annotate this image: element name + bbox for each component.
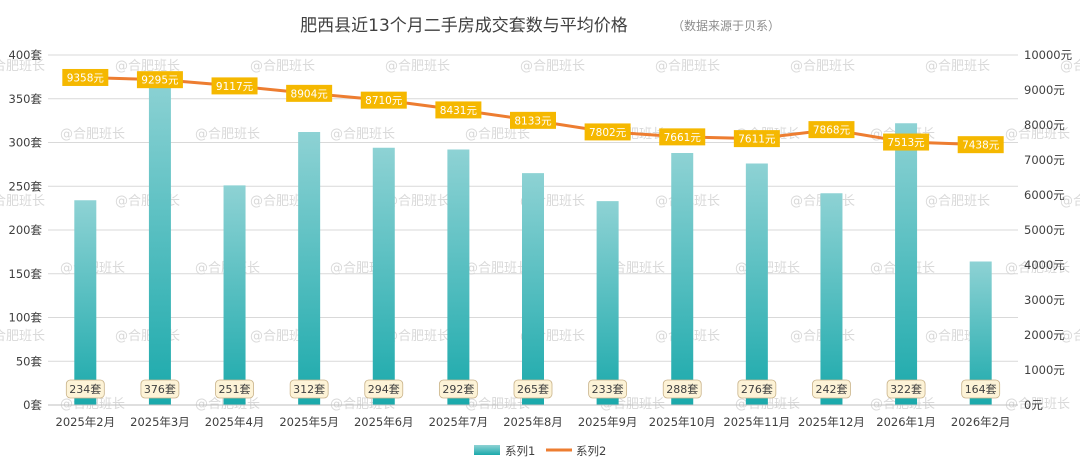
line-data-label: 8710元	[365, 95, 403, 107]
line-data-label: 7438元	[962, 140, 1000, 152]
x-tick-label: 2025年11月	[723, 415, 790, 429]
y-left-tick-label: 200套	[9, 223, 43, 237]
line-data-label: 8904元	[291, 88, 329, 100]
chart: @合肥班长 @合肥班长 @合肥班长 @合肥班长 @合肥班长 @合肥班长 @合肥班长 @合肥班长…	[0, 0, 1080, 472]
bar	[597, 201, 619, 405]
bar-data-label: 294套	[368, 383, 400, 396]
y-right-tick-label: 0元	[1024, 398, 1043, 412]
bar	[298, 132, 320, 405]
y-left-tick-label: 150套	[9, 267, 43, 281]
watermark-text: @合肥班长	[655, 59, 720, 74]
watermark-text: @合肥班长	[0, 194, 45, 209]
watermark-text: @合肥班长	[465, 127, 530, 142]
line-data-label: 7868元	[813, 125, 851, 137]
x-tick-label: 2025年7月	[429, 415, 489, 429]
watermark-text: @合肥班长	[0, 329, 45, 344]
bar-data-label: 234套	[69, 383, 101, 396]
x-tick-label: 2025年5月	[279, 415, 339, 429]
y-right-tick-label: 6000元	[1024, 188, 1065, 202]
y-right-tick-label: 7000元	[1024, 153, 1065, 167]
watermark-text: @合肥班长	[790, 59, 855, 74]
chart-subtitle: （数据来源于贝系）	[672, 18, 780, 33]
line-data-label: 9295元	[141, 75, 179, 87]
line-data-label: 7802元	[589, 127, 627, 139]
y-left-tick-label: 250套	[9, 179, 43, 193]
watermark-text: @合肥班长	[925, 59, 990, 74]
x-tick-label: 2026年2月	[951, 415, 1011, 429]
line-data-label: 9117元	[216, 81, 254, 93]
bar	[447, 150, 469, 406]
bar-data-label: 312套	[293, 383, 325, 396]
bar-data-label: 288套	[666, 383, 698, 396]
x-tick-label: 2026年1月	[876, 415, 936, 429]
line-data-label: 9358元	[67, 72, 105, 84]
x-tick-label: 2025年2月	[56, 415, 116, 429]
legend-swatch-series1	[474, 445, 500, 455]
x-tick-label: 2025年4月	[205, 415, 265, 429]
title-group: 肥西县近13个月二手房成交套数与平均价格 （数据来源于贝系）	[300, 16, 780, 36]
bar	[820, 193, 842, 405]
legend: 系列1 系列2	[474, 444, 606, 458]
bar	[522, 173, 544, 405]
bar-labels: 234套 376套 251套 312套 294套 292套 265套 233套 288套 276套…	[66, 380, 999, 398]
x-tick-label: 2025年9月	[578, 415, 638, 429]
line-data-label: 7611元	[738, 134, 776, 146]
x-tick-label: 2025年8月	[503, 415, 563, 429]
bar	[224, 185, 246, 405]
bar	[74, 200, 96, 405]
x-tick-label: 2025年12月	[798, 415, 865, 429]
bar-data-label: 322套	[890, 383, 922, 396]
y-left-tick-label: 400套	[9, 48, 43, 62]
watermark-text: @合肥班长	[520, 59, 585, 74]
watermark-text: @合肥班长	[330, 127, 395, 142]
x-tick-label: 2025年6月	[354, 415, 414, 429]
bar	[746, 164, 768, 406]
legend-label-series2: 系列2	[576, 444, 606, 458]
watermark-text: @合肥班长	[195, 127, 260, 142]
bar	[671, 153, 693, 405]
bar	[895, 123, 917, 405]
y-left-tick-label: 100套	[9, 311, 43, 325]
watermark-text: @合肥班长	[60, 127, 125, 142]
line-data-label: 8431元	[440, 105, 478, 117]
bar-data-label: 376套	[144, 383, 176, 396]
watermark-text: @合肥班长	[385, 59, 450, 74]
line-data-label: 8133元	[514, 115, 552, 127]
bar	[149, 76, 171, 405]
bar-data-label: 251套	[219, 383, 251, 396]
y-right-tick-label: 10000元	[1024, 48, 1073, 62]
line-data-label: 7661元	[664, 132, 702, 144]
chart-title: 肥西县近13个月二手房成交套数与平均价格	[300, 16, 628, 36]
x-tick-label: 2025年10月	[649, 415, 716, 429]
bar-data-label: 242套	[815, 383, 847, 396]
y-right-tick-label: 2000元	[1024, 328, 1065, 342]
bar-data-label: 233套	[592, 383, 624, 396]
y-right-tick-label: 8000元	[1024, 118, 1065, 132]
bar-data-label: 164套	[965, 383, 997, 396]
y-right-tick-label: 1000元	[1024, 363, 1065, 377]
y-left-tick-label: 50套	[16, 354, 43, 368]
watermark-text: @合肥班长	[250, 59, 315, 74]
y-right-tick-label: 9000元	[1024, 83, 1065, 97]
y-left-tick-label: 300套	[9, 136, 43, 150]
watermark-text: @合肥班长	[925, 194, 990, 209]
y-left-tick-label: 350套	[9, 92, 43, 106]
x-tick-label: 2025年3月	[130, 415, 190, 429]
y-left-tick-label: 0套	[23, 398, 42, 412]
y-right-tick-label: 5000元	[1024, 223, 1065, 237]
y-right-tick-label: 3000元	[1024, 293, 1065, 307]
line-data-label: 7513元	[887, 137, 925, 149]
legend-label-series1: 系列1	[505, 444, 535, 458]
bar-data-label: 292套	[442, 383, 474, 396]
bar-data-label: 265套	[517, 383, 549, 396]
bar	[373, 148, 395, 405]
y-right-tick-label: 4000元	[1024, 258, 1065, 272]
bar-data-label: 276套	[741, 383, 773, 396]
